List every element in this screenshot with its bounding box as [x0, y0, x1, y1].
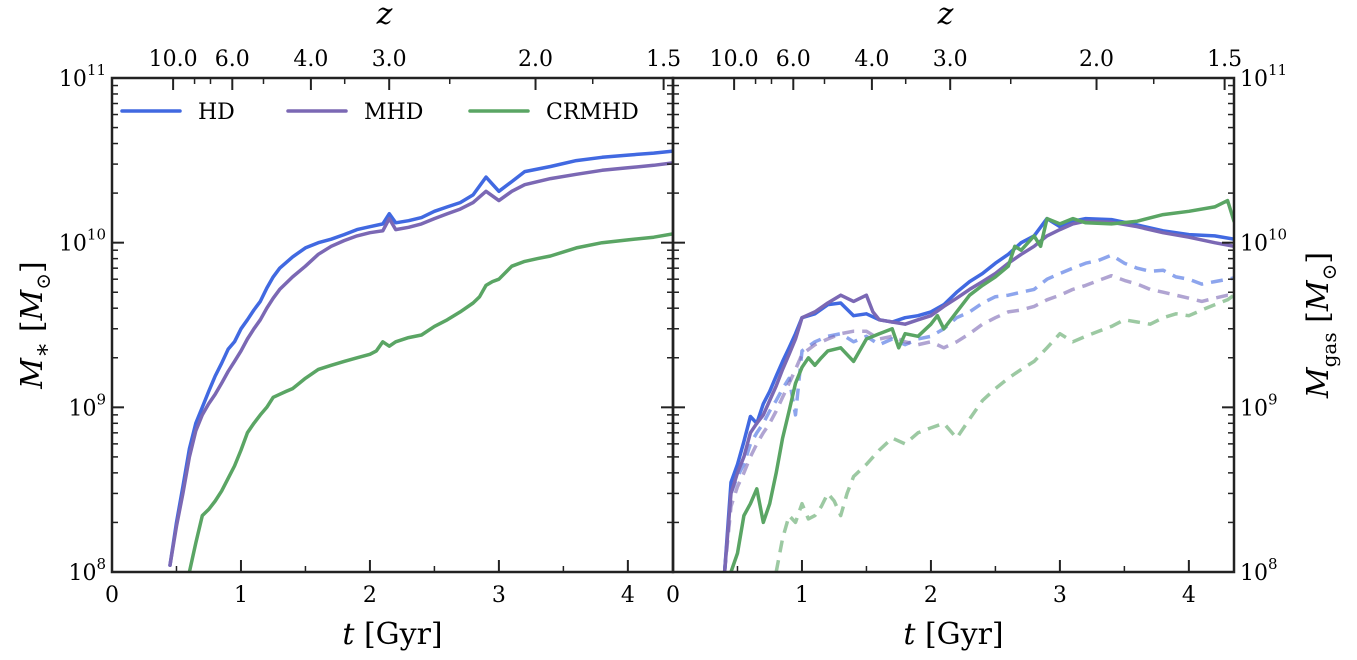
panel-right: 108 109 1010 1011 0 1 2 3 4 10.0 6.0 4.0 3.0 2.0 1.5 t … — [666, 0, 1341, 652]
z-tick-label: 1.5 — [646, 47, 681, 72]
line5-dashed-series-line — [774, 293, 1234, 572]
series-group — [722, 198, 1234, 572]
y-tick-label: 1010 — [59, 226, 106, 257]
z-tick-label: 6.0 — [215, 47, 250, 72]
x-tick-label: 1 — [795, 583, 809, 608]
y-tick-label: 1010 — [1240, 226, 1287, 257]
plot-frame — [671, 76, 1236, 574]
top-axis-label: z — [937, 0, 954, 32]
legend-label-hd: HD — [198, 100, 235, 125]
plot-layer: 108 109 1010 1011 0 1 2 3 4 10.0 6.0 4.0 3.0 2.0 1.5 t … — [15, 0, 1341, 652]
y-tick-label: 109 — [68, 390, 106, 421]
legend-label-crmhd: CRMHD — [546, 100, 639, 125]
y-axis-label: M∗ [M⊙] — [15, 261, 56, 389]
z-tick-label: 1.5 — [1207, 47, 1242, 72]
plot-frame — [110, 76, 675, 574]
line2-series-line — [729, 198, 1234, 572]
z-tick-label: 3.0 — [933, 47, 968, 72]
z-tick-label: 3.0 — [372, 47, 407, 72]
z-tick-label: 2.0 — [1079, 47, 1114, 72]
z-tick-label: 10.0 — [149, 47, 198, 72]
y-tick-label: 108 — [1240, 555, 1278, 586]
y-axis-label: Mgas [M⊙] — [1301, 252, 1341, 399]
z-tick-label: 2.0 — [518, 47, 553, 72]
top-axis-label: z — [376, 0, 393, 32]
y-tick-label: 1011 — [1240, 61, 1287, 92]
x-tick-label: 3 — [492, 583, 506, 608]
line4-dashed-series-line — [722, 273, 1234, 572]
x-axis-label: t [Gyr] — [903, 617, 1003, 652]
panel-left: 108 109 1010 1011 0 1 2 3 4 10.0 6.0 4.0 3.0 2.0 1.5 t … — [15, 0, 681, 652]
x-axis-label: t [Gyr] — [342, 617, 442, 652]
line1-series-line — [722, 219, 1234, 572]
y-tick-label: 109 — [1240, 390, 1278, 421]
x-tick-label: 0 — [105, 583, 119, 608]
crmhd-series-line — [187, 232, 673, 572]
y-tick-label: 108 — [68, 555, 106, 586]
z-tick-label: 4.0 — [854, 47, 889, 72]
hd-series-line — [168, 149, 673, 567]
x-tick-label: 4 — [621, 583, 635, 608]
x-tick-label: 3 — [1053, 583, 1067, 608]
line3-dashed-series-line — [722, 253, 1234, 572]
x-tick-label: 2 — [924, 583, 938, 608]
z-tick-label: 4.0 — [293, 47, 328, 72]
x-tick-label: 2 — [363, 583, 377, 608]
x-tick-label: 1 — [234, 583, 248, 608]
z-tick-label: 10.0 — [710, 47, 759, 72]
series-group — [168, 149, 673, 572]
z-tick-label: 6.0 — [776, 47, 811, 72]
y-tick-label: 1011 — [59, 61, 106, 92]
x-tick-label: 0 — [666, 583, 680, 608]
mhd-series-line — [168, 161, 673, 567]
legend-label-mhd: MHD — [364, 100, 423, 125]
x-tick-label: 4 — [1182, 583, 1196, 608]
